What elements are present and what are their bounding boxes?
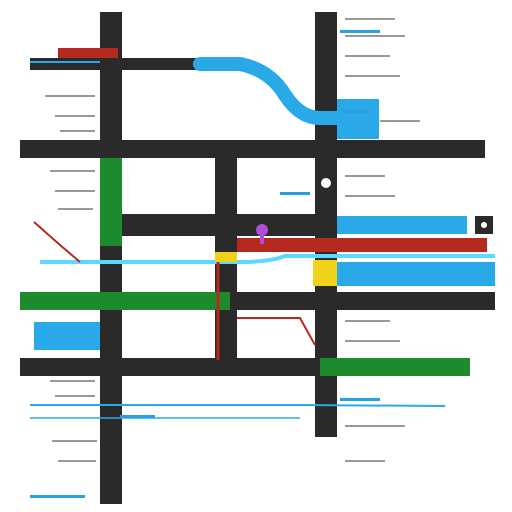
- highlight-yellow-block: [313, 260, 337, 286]
- route-green-upper: [20, 292, 230, 310]
- road-horizontal-main: [20, 140, 485, 158]
- road-horizontal-mid: [120, 214, 320, 236]
- callout-line-1: [30, 404, 446, 407]
- route-red-branch: [33, 221, 81, 263]
- route-cyan-thin: [40, 254, 495, 264]
- route-blue-block-right: [337, 99, 379, 139]
- route-blue-top: [193, 57, 344, 125]
- route-red-top: [58, 48, 118, 58]
- label-cluster-right: [345, 18, 420, 462]
- route-green-lower: [320, 358, 470, 376]
- label-cluster-left: [45, 95, 97, 462]
- route-red-horizontal: [237, 238, 487, 252]
- waypoint-circle-icon[interactable]: [319, 176, 333, 190]
- route-green-vertical: [100, 158, 122, 246]
- route-blue-right: [337, 216, 467, 234]
- route-blue-lower: [337, 262, 495, 286]
- route-blue-block-left: [34, 322, 100, 350]
- label-cluster-blue: [30, 30, 380, 498]
- highlight-yellow-thin: [215, 252, 237, 262]
- location-pin-icon[interactable]: [256, 224, 268, 244]
- road-horizontal-top: [30, 58, 200, 70]
- road-vertical-left: [100, 12, 122, 504]
- node-badge-dot: [481, 222, 487, 228]
- route-red-lower: [237, 317, 316, 346]
